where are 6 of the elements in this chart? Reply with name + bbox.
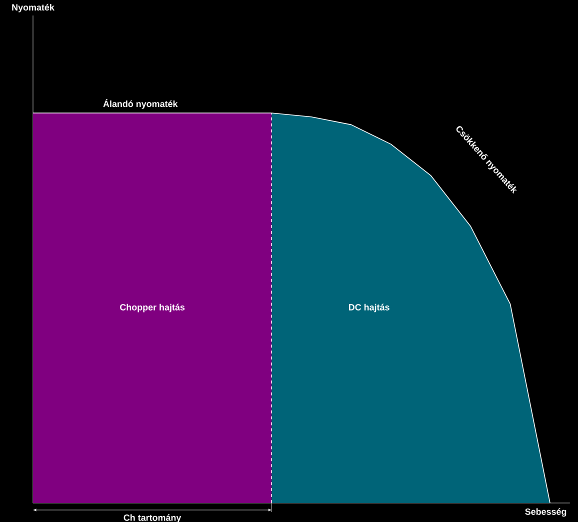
text: Álandó nyomaték [103, 99, 178, 109]
series-label: DC hajtás [348, 304, 390, 312]
text: Ch tartomány [124, 514, 182, 523]
text: Nyomaték [12, 4, 54, 12]
series-label: Chopper hajtás [120, 304, 185, 312]
x-axis-title: Sebesség [525, 508, 566, 517]
